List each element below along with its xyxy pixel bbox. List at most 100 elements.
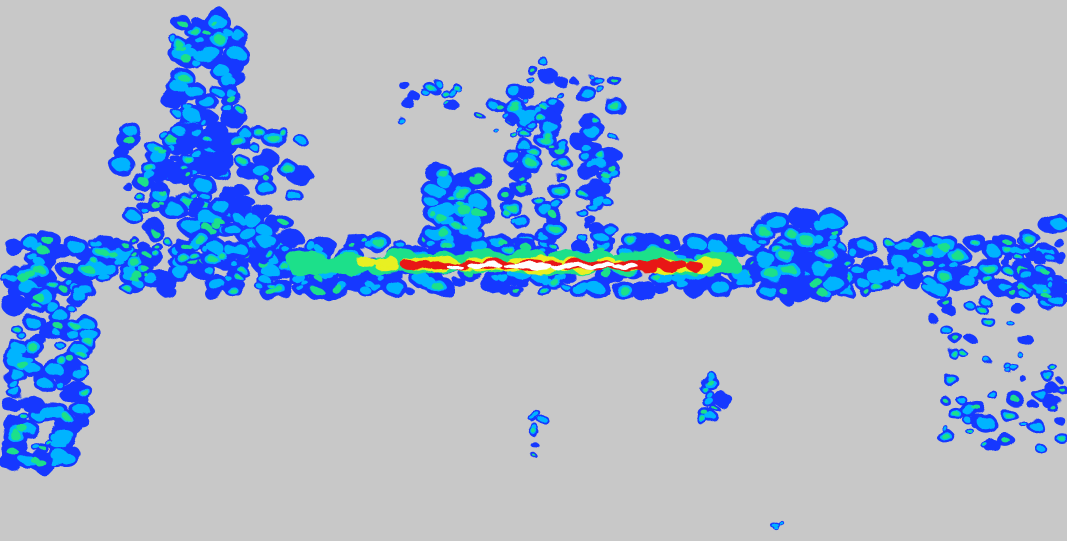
emission-medium: [280, 131, 286, 135]
emission-medium: [180, 47, 187, 52]
emission-medium: [63, 267, 74, 274]
emission-medium: [8, 449, 19, 456]
emission-faint: [265, 216, 279, 227]
emission-medium: [943, 399, 948, 402]
emission-medium: [236, 276, 241, 279]
emission-low: [199, 120, 206, 125]
emission-medium: [432, 283, 443, 291]
emission-medium: [18, 425, 29, 432]
emission-low: [257, 182, 272, 192]
page: {} html, body { margin: 0; padding: 0; w…: [0, 0, 1067, 541]
emission-medium: [628, 238, 637, 244]
emission-faint: [1052, 238, 1063, 247]
emission-medium: [1042, 289, 1046, 292]
emission-medium: [985, 320, 991, 324]
emission-low: [123, 126, 137, 136]
emission-low: [889, 275, 901, 283]
emission-medium: [605, 273, 610, 276]
emission-low: [518, 142, 531, 151]
emission-low: [609, 170, 618, 176]
emission-medium: [84, 338, 92, 343]
emission-low: [258, 235, 276, 247]
emission-medium: [470, 176, 483, 185]
emission-low: [980, 417, 993, 426]
emission-low: [1020, 271, 1032, 279]
emission-faint: [405, 288, 414, 295]
emission-low: [949, 262, 958, 268]
emission-low: [777, 519, 781, 522]
emission-low: [257, 226, 272, 236]
emission-low: [602, 178, 609, 183]
emission-low: [227, 47, 245, 59]
emission-medium: [151, 202, 160, 208]
emission-low: [758, 239, 766, 244]
emission-faint: [942, 305, 956, 315]
emission-medium: [286, 250, 314, 266]
emission-medium: [179, 255, 188, 261]
emission-medium: [652, 274, 659, 279]
emission-low: [1048, 295, 1062, 304]
emission-faint: [2, 295, 29, 316]
emission-medium: [189, 28, 198, 34]
emission-medium: [705, 379, 713, 384]
emission-medium: [549, 212, 557, 217]
emission-low: [18, 333, 25, 338]
emission-medium: [983, 444, 987, 447]
emission-low: [540, 418, 548, 423]
emission-low: [377, 276, 384, 281]
emission-low: [207, 278, 224, 289]
emission-low: [704, 398, 714, 405]
emission-medium: [961, 352, 965, 355]
emission-medium: [548, 144, 553, 148]
emission-medium: [782, 265, 796, 274]
emission-medium: [45, 440, 49, 443]
emission-medium: [1001, 437, 1009, 442]
emission-low: [256, 284, 262, 288]
emission-medium: [538, 117, 544, 121]
emission-medium: [509, 104, 520, 111]
emission-faint: [122, 182, 132, 190]
emission-medium: [16, 360, 27, 368]
emission-low: [231, 31, 245, 40]
emission-medium: [349, 243, 356, 247]
emission-medium: [557, 175, 563, 179]
emission-max: [613, 264, 629, 269]
emission-low: [55, 429, 72, 440]
emission-medium: [362, 239, 366, 242]
emission-faint: [591, 228, 599, 234]
emission-max: [447, 265, 463, 270]
emission-faint: [4, 239, 24, 255]
emission-low: [295, 136, 304, 142]
emission-medium: [808, 277, 822, 287]
emission-medium: [983, 264, 995, 272]
emission-low: [47, 369, 56, 375]
emission-low: [578, 210, 586, 215]
emission-medium: [863, 289, 869, 293]
emission-low: [27, 253, 37, 260]
emission-low: [171, 265, 189, 277]
emission-low: [232, 214, 243, 221]
emission-medium: [33, 304, 38, 307]
emission-medium: [32, 292, 44, 300]
emission-medium: [967, 429, 971, 432]
emission-medium: [772, 246, 780, 251]
emission-max: [596, 263, 612, 268]
emission-low: [913, 254, 919, 258]
emission-low: [37, 379, 51, 389]
emission-medium: [130, 275, 138, 280]
emission-low: [814, 221, 828, 230]
emission-medium: [495, 104, 502, 109]
emission-low: [711, 281, 729, 293]
emission-low: [231, 244, 247, 255]
emission-medium: [144, 254, 151, 259]
emission-medium: [256, 130, 264, 135]
emission-low: [395, 241, 403, 246]
emission-medium: [226, 95, 236, 102]
emission-medium: [80, 389, 88, 395]
emission-low: [1005, 368, 1010, 371]
emission-low: [942, 426, 947, 430]
emission-faint: [399, 81, 410, 89]
emission-low: [707, 240, 724, 252]
emission-medium: [130, 259, 140, 266]
emission-medium: [953, 336, 960, 340]
